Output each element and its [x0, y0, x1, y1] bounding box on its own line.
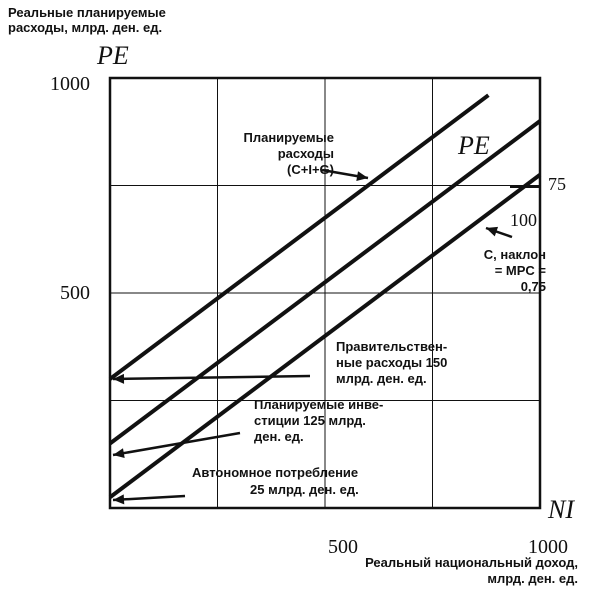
arrow-autonomous-consumption — [112, 494, 186, 502]
planned-expenditure-line3: (C+I+G) — [287, 162, 334, 177]
annotation-arrows — [112, 168, 513, 505]
consumption-label-line2: = MPC = — [494, 263, 546, 278]
x-tick-label-1000: 1000 — [528, 536, 568, 558]
pe-curve-label: PE — [458, 131, 490, 160]
series-line-ci — [108, 119, 542, 446]
arrow-government-spending-head — [113, 373, 125, 384]
x-tick-label-500: 500 — [328, 536, 358, 558]
x-axis-caption-line1: Реальный национальный доход, — [365, 555, 578, 570]
series-line-pe — [108, 93, 490, 381]
autonomous-consumption-line2: 25 млрд. ден. ед. — [250, 482, 359, 497]
y-axis-caption-line2: расходы, млрд. ден. ед. — [8, 20, 163, 35]
arrow-investment-head — [113, 448, 125, 459]
arrow-government-spending — [112, 374, 311, 381]
arrow-autonomous-consumption-head — [113, 494, 125, 505]
plot-frame — [108, 76, 542, 510]
planned-expenditure-line2: расходы — [277, 146, 334, 161]
y-axis-caption-line1: Реальные планируемые — [8, 5, 166, 20]
government-spending-line2: ные расходы 150 — [336, 355, 448, 370]
government-spending-line3: млрд. ден. ед. — [336, 371, 427, 386]
x-axis-symbol: NI — [548, 495, 574, 524]
slope-rise-label: 75 — [548, 174, 566, 194]
arrow-planned-expenditure-head — [356, 171, 368, 182]
x-axis-caption-line2: млрд. ден. ед. — [487, 571, 578, 586]
investment-line3: ден. ед. — [254, 429, 304, 444]
planned-expenditure-line1: Планируемые — [243, 130, 334, 145]
slope-run-label: 100 — [510, 210, 537, 230]
y-axis-symbol: PE — [97, 41, 129, 70]
arrow-investment — [112, 431, 241, 457]
y-tick-label-500: 500 — [60, 282, 90, 304]
y-tick-label-1000: 1000 — [50, 73, 90, 95]
consumption-label-line3: 0,75 — [520, 279, 546, 294]
consumption-label-line1: C, наклон — [483, 247, 546, 262]
government-spending-line1: Правительствен- — [336, 339, 448, 354]
investment-line2: стиции 125 млрд. — [254, 413, 366, 428]
autonomous-consumption-line1: Автономное потребление — [192, 465, 359, 480]
arrow-consumption-head — [486, 226, 499, 237]
investment-line1: Планируемые инве- — [254, 397, 384, 412]
slope-triangle — [510, 165, 541, 188]
